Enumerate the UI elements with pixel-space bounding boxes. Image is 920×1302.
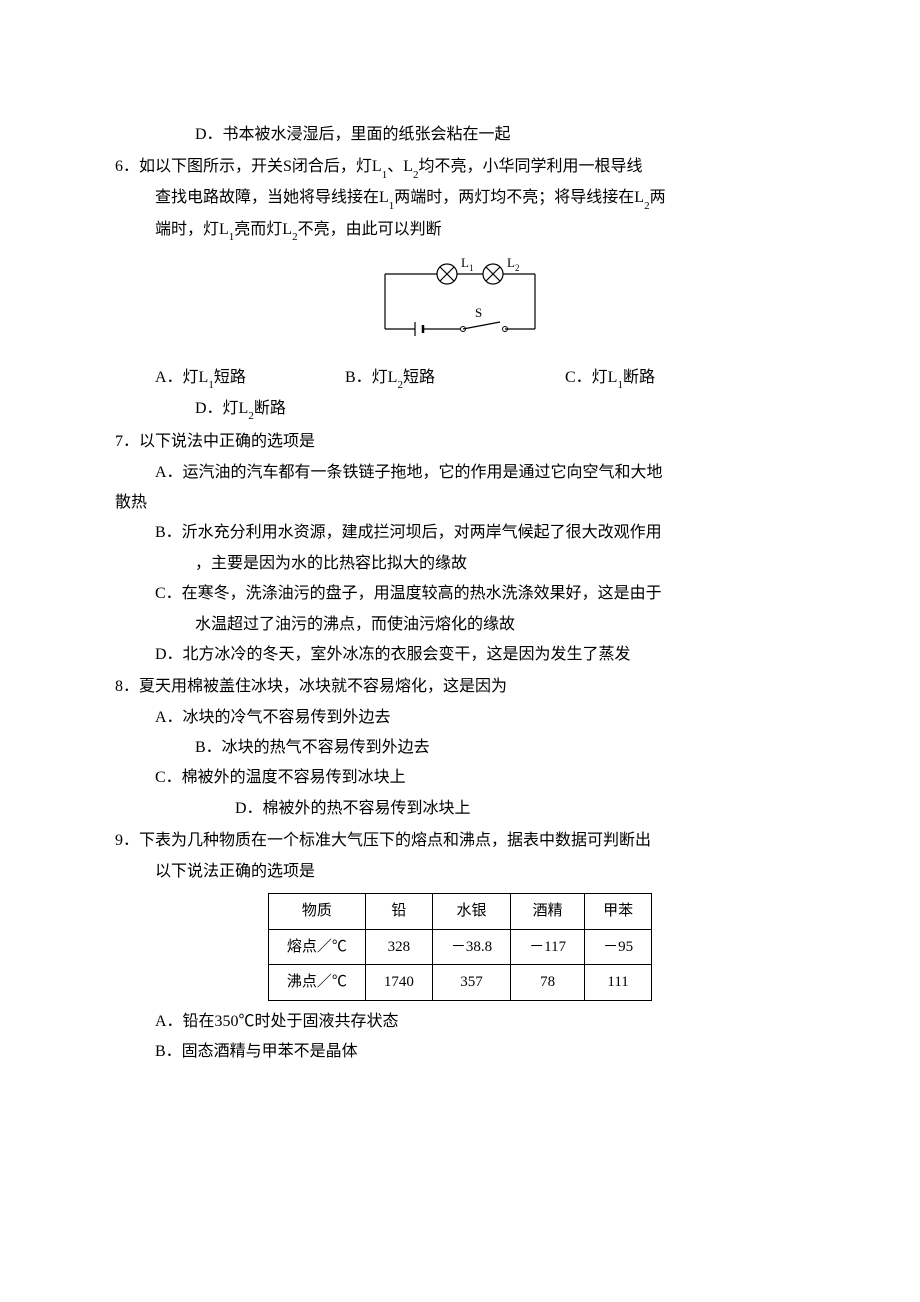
label-l1: L (461, 255, 469, 270)
sub-1: 1 (229, 231, 235, 243)
sub-1: 1 (382, 169, 388, 181)
table-cell: －38.8 (432, 929, 510, 965)
circuit-diagram: L 1 L 2 S (115, 254, 805, 355)
table-cell: 357 (432, 965, 510, 1001)
table-cell: 甲苯 (585, 894, 652, 930)
sub-2: 2 (644, 200, 650, 212)
q7-stem: 7．以下说法中正确的选项是 (115, 427, 805, 457)
table-cell: 沸点／℃ (268, 965, 365, 1001)
table-header-row: 物质 铅 水银 酒精 甲苯 (268, 894, 651, 930)
table-cell: 物质 (268, 894, 365, 930)
q6-option-a: A．灯L1短路 (155, 363, 325, 394)
table-cell: 酒精 (511, 894, 585, 930)
table-cell: －95 (585, 929, 652, 965)
label-s: S (475, 305, 482, 320)
q8-option-d: D．棉被外的热不容易传到冰块上 (115, 794, 805, 824)
q7-option-d: D．北方冰冷的冬天，室外冰冻的衣服会变干，这是因为发生了蒸发 (115, 640, 805, 670)
table-cell: 328 (365, 929, 432, 965)
table-cell: 78 (511, 965, 585, 1001)
table-row: 熔点／℃ 328 －38.8 －117 －95 (268, 929, 651, 965)
q6-option-c: C．灯L1断路 (565, 363, 655, 394)
q7-option-b-l2: ，主要是因为水的比热容比拟大的缘故 (115, 549, 805, 579)
q8-option-a: A．冰块的冷气不容易传到外边去 (115, 703, 805, 733)
q9-option-a: A．铅在350℃时处于固液共存状态 (115, 1007, 805, 1037)
sub-2: 2 (292, 231, 298, 243)
table-cell: 111 (585, 965, 652, 1001)
question-7: 7．以下说法中正确的选项是 A．运汽油的汽车都有一条铁链子拖地，它的作用是通过它… (115, 427, 805, 670)
table-row: 沸点／℃ 1740 357 78 111 (268, 965, 651, 1001)
label-l2: L (507, 255, 515, 270)
q6-options-row: A．灯L1短路 B．灯L2短路 C．灯L1断路 (115, 363, 805, 394)
q8-option-c: C．棉被外的温度不容易传到冰块上 (115, 763, 805, 793)
q7-option-a-l2: 散热 (115, 488, 805, 518)
q6-stem-line3: 端时，灯L1亮而灯L2不亮，由此可以判断 (115, 215, 805, 246)
question-8: 8．夏天用棉被盖住冰块，冰块就不容易熔化，这是因为 A．冰块的冷气不容易传到外边… (115, 672, 805, 824)
table-cell: 铅 (365, 894, 432, 930)
q9-stem-l2: 以下说法正确的选项是 (115, 857, 805, 887)
text: D．书本被水浸湿后，里面的纸张会粘在一起 (195, 126, 511, 143)
q6-stem-line2: 查找电路故障，当她将导线接在L1两端时，两灯均不亮；将导线接在L2两 (115, 183, 805, 214)
sub-2: 2 (413, 169, 419, 181)
q6-stem-line1: 6．如以下图所示，开关S闭合后，灯L1、L2均不亮，小华同学利用一根导线 (115, 152, 805, 183)
q9-option-b: B．固态酒精与甲苯不是晶体 (115, 1037, 805, 1067)
q6-option-d: D．灯L2断路 (115, 394, 805, 425)
label-l2-sub: 2 (515, 263, 520, 273)
q7-option-c-l2: 水温超过了油污的沸点，而使油污熔化的缘故 (115, 610, 805, 640)
q7-option-a-l1: A．运汽油的汽车都有一条铁链子拖地，它的作用是通过它向空气和大地 (115, 458, 805, 488)
question-6: 6．如以下图所示，开关S闭合后，灯L1、L2均不亮，小华同学利用一根导线 查找电… (115, 152, 805, 425)
sub-1: 1 (389, 200, 395, 212)
q5-option-d: D．书本被水浸湿后，里面的纸张会粘在一起 (115, 120, 805, 150)
q8-option-b: B．冰块的热气不容易传到外边去 (115, 733, 805, 763)
question-9: 9．下表为几种物质在一个标准大气压下的熔点和沸点，据表中数据可判断出 以下说法正… (115, 826, 805, 1067)
circuit-svg: L 1 L 2 S (355, 254, 565, 344)
q6-option-b: B．灯L2短路 (345, 363, 545, 394)
q7-option-c-l1: C．在寒冬，洗涤油污的盘子，用温度较高的热水洗涤效果好，这是由于 (115, 579, 805, 609)
q8-stem: 8．夏天用棉被盖住冰块，冰块就不容易熔化，这是因为 (115, 672, 805, 702)
table-cell: 水银 (432, 894, 510, 930)
table-cell: －117 (511, 929, 585, 965)
q9-data-table: 物质 铅 水银 酒精 甲苯 熔点／℃ 328 －38.8 －117 －95 沸点… (268, 893, 652, 1001)
label-l1-sub: 1 (469, 263, 474, 273)
q9-stem-l1: 9．下表为几种物质在一个标准大气压下的熔点和沸点，据表中数据可判断出 (115, 826, 805, 856)
q7-option-b-l1: B．沂水充分利用水资源，建成拦河坝后，对两岸气候起了很大改观作用 (115, 518, 805, 548)
table-cell: 1740 (365, 965, 432, 1001)
table-cell: 熔点／℃ (268, 929, 365, 965)
